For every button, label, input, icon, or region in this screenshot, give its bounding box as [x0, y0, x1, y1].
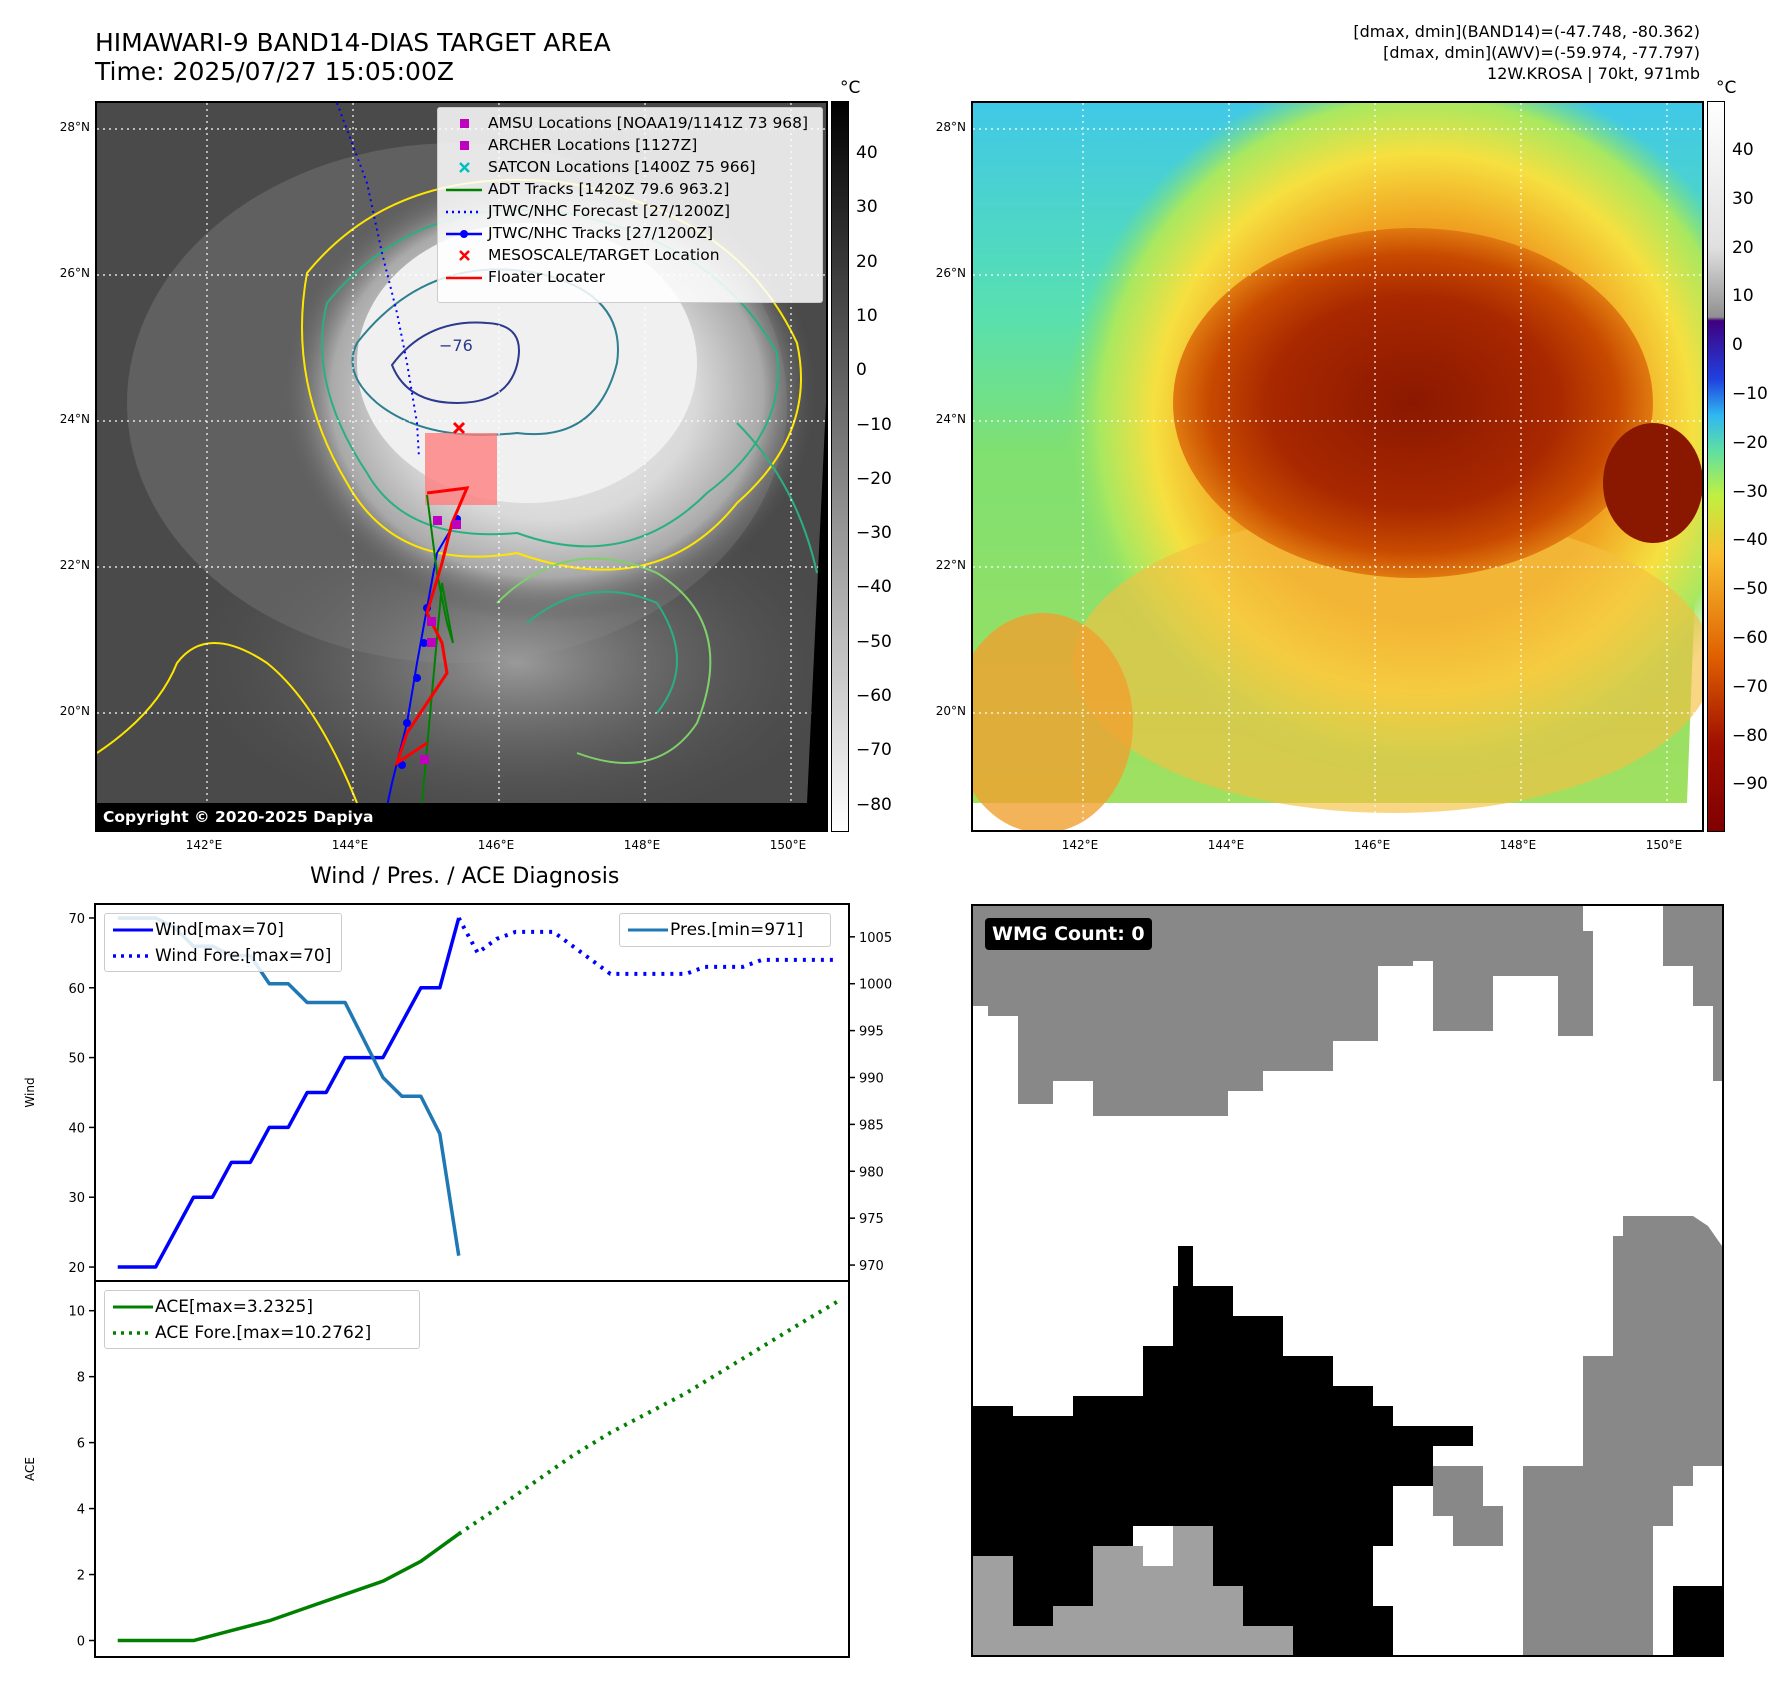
pressure-legend: Pres.[min=971] [619, 913, 831, 947]
ir-colorbar [831, 101, 849, 832]
ace-axes [94, 1280, 850, 1658]
awv-colorbar-tick: −20 [1732, 432, 1768, 453]
awv-colorbar-tick: 30 [1732, 188, 1754, 209]
awv-colorbar-tick: −30 [1732, 481, 1768, 502]
ir-colorbar-tick: −70 [856, 740, 892, 761]
awv-colorbar-tick: −90 [1732, 774, 1768, 795]
wind-axis-label: Wind [23, 1077, 37, 1107]
ir-colorbar-tick: 0 [856, 360, 867, 381]
wind-tick-label: 50 [68, 1052, 85, 1067]
ir-lat-tick: 28°N [59, 120, 90, 134]
ace-axis-label: ACE [23, 1457, 37, 1481]
ir-colorbar-tick: −50 [856, 631, 892, 652]
wind-tick-label: 20 [68, 1261, 85, 1276]
wmg-map: WMG Count: 0 [971, 904, 1724, 1657]
awv-lat-tick: 22°N [935, 558, 966, 572]
figure-time: Time: 2025/07/27 15:05:00Z [95, 57, 454, 86]
ir-colorbar-tick: 10 [856, 305, 878, 326]
pressure-tick-label: 995 [859, 1025, 884, 1040]
ir-colorbar-tick: −20 [856, 468, 892, 489]
ace-tick-label: 10 [68, 1305, 85, 1320]
series-ace-line [117, 1532, 460, 1643]
pressure-tick-label: 980 [859, 1165, 884, 1180]
wind-legend: Wind[max=70] Wind Fore.[max=70] [104, 913, 342, 972]
awv-lon-tick: 142°E [1061, 838, 1099, 852]
ir-lon-tick: 146°E [477, 838, 515, 852]
ir-lat-tick: 22°N [59, 558, 90, 572]
ir-colorbar-tick: −10 [856, 414, 892, 435]
awv-lon-tick: 146°E [1353, 838, 1391, 852]
ir-colorbar-tick: 30 [856, 197, 878, 218]
ace-tick-label: 6 [77, 1437, 85, 1452]
awv-colorbar-tick: −60 [1732, 628, 1768, 648]
awv-colorbar-tick: −70 [1732, 676, 1768, 697]
awv-lon-tick: 150°E [1645, 838, 1683, 852]
pressure-tick-label: 985 [859, 1118, 884, 1133]
awv-colorbar-tick: 0 [1732, 335, 1743, 356]
band14-range-info: [dmax, dmin](BAND14)=(-47.748, -80.362) [1353, 22, 1700, 41]
awv-colorbar-tick: −40 [1732, 530, 1768, 551]
awv-range-info: [dmax, dmin](AWV)=(-59.974, -77.797) [1383, 43, 1700, 62]
series-ace-fore-line [457, 1299, 839, 1536]
copyright-label: Copyright © 2020-2025 Dapiya [97, 804, 380, 830]
wmg-count-badge: WMG Count: 0 [985, 918, 1152, 950]
awv-colorbar-tick: 40 [1732, 140, 1754, 160]
ir-lon-tick: 144°E [331, 838, 369, 852]
ace-tick-label: 2 [77, 1569, 85, 1584]
series-wind-line [117, 917, 461, 1269]
awv-lat-tick: 28°N [935, 120, 966, 134]
awv-colorbar-tick: −10 [1732, 384, 1768, 404]
wind-tick-label: 30 [68, 1191, 85, 1206]
ir-lon-tick: 148°E [623, 838, 661, 852]
pressure-tick-label: 990 [859, 1071, 884, 1086]
ace-tick-label: 4 [77, 1503, 85, 1518]
ir-lon-tick: 150°E [769, 838, 807, 852]
ir-satellite-map: −76 [95, 101, 828, 832]
wind-tick-label: 70 [68, 912, 85, 927]
awv-satellite-map [971, 101, 1704, 832]
ir-lat-tick: 20°N [59, 704, 90, 718]
ace-legend: ACE[max=3.2325] ACE Fore.[max=10.2762] [104, 1290, 420, 1349]
awv-colorbar-unit: °C [1716, 78, 1737, 98]
ace-tick-label: 8 [77, 1371, 85, 1386]
awv-lon-tick: 148°E [1499, 838, 1537, 852]
ir-lat-tick: 24°N [59, 412, 90, 426]
contour-label: −76 [439, 336, 473, 355]
wind-tick-label: 40 [68, 1121, 85, 1136]
pressure-tick-label: 1005 [859, 931, 892, 946]
wind-tick-label: 60 [68, 982, 85, 997]
awv-colorbar [1707, 101, 1725, 832]
ace-tick-label: 0 [77, 1635, 85, 1650]
pressure-tick-label: 975 [859, 1212, 884, 1227]
ir-lon-tick: 142°E [185, 838, 223, 852]
ir-colorbar-tick: −30 [856, 523, 892, 544]
awv-colorbar-tick: −50 [1732, 579, 1768, 600]
ir-colorbar-unit: °C [840, 78, 861, 98]
awv-colorbar-tick: 10 [1732, 286, 1754, 307]
awv-lat-tick: 20°N [935, 704, 966, 718]
storm-info: 12W.KROSA | 70kt, 971mb [1487, 64, 1700, 83]
awv-colorbar-tick: 20 [1732, 237, 1754, 258]
figure-title: HIMAWARI-9 BAND14-DIAS TARGET AREA [95, 28, 611, 57]
ir-colorbar-tick: −40 [856, 577, 892, 598]
ir-colorbar-tick: −60 [856, 686, 892, 706]
ir-colorbar-tick: 20 [856, 251, 878, 272]
pressure-tick-label: 970 [859, 1259, 884, 1274]
awv-lon-tick: 144°E [1207, 838, 1245, 852]
pressure-tick-label: 1000 [859, 978, 892, 993]
ir-colorbar-tick: −80 [856, 794, 892, 815]
ir-legend: AMSU Locations [NOAA19/1141Z 73 968] ARC… [437, 107, 823, 303]
chart-title: Wind / Pres. / ACE Diagnosis [310, 864, 620, 889]
ir-colorbar-tick: 40 [856, 143, 878, 163]
awv-colorbar-tick: −80 [1732, 725, 1768, 746]
ir-lat-tick: 26°N [59, 266, 90, 280]
diagnosis-chart: 20 30 40 50 60 70 970 975 980 985 990 995 1000 1005 0 2… [23, 903, 892, 1658]
awv-lat-tick: 24°N [935, 412, 966, 426]
awv-lat-tick: 26°N [935, 266, 966, 280]
